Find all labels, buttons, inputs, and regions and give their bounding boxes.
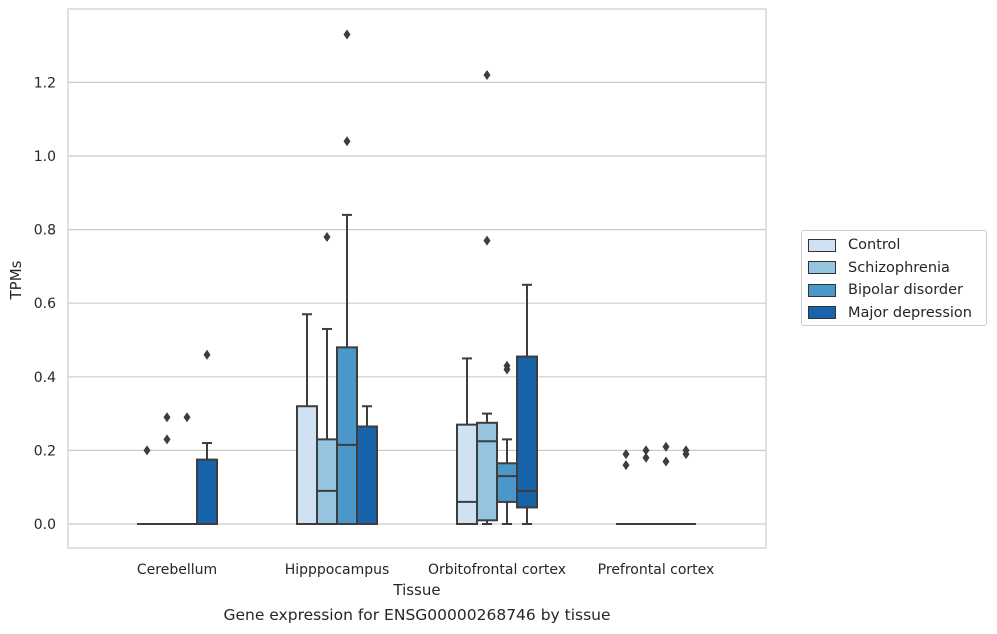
- box-control-0: [137, 445, 157, 525]
- legend: Control Schizophrenia Bipolar disorder Majo…: [801, 230, 987, 326]
- x-axis-label: Tissue: [392, 581, 440, 599]
- outlier-point: [343, 29, 351, 40]
- iqr-box: [336, 346, 358, 525]
- outlier-point: [503, 360, 511, 371]
- outlier-point: [662, 456, 670, 467]
- y-tick-label: 0.8: [34, 223, 56, 239]
- outlier-point: [343, 136, 351, 147]
- legend-label: Bipolar disorder: [848, 282, 963, 298]
- x-tick-label: Orbitofrontal cortex: [428, 562, 566, 578]
- plot-frame: [67, 8, 767, 549]
- y-tick-label: 1.0: [34, 149, 56, 165]
- outlier-point: [323, 231, 331, 242]
- y-tick-labels: 0.0 0.2 0.4 0.6 0.8 1.0 1.2: [34, 75, 56, 533]
- outlier-point: [183, 412, 191, 423]
- iqr-box: [496, 462, 518, 503]
- legend-label: Major depression: [848, 304, 972, 321]
- outlier-point: [622, 460, 630, 471]
- y-axis-label: TPMs: [7, 260, 25, 300]
- outlier-point: [163, 412, 171, 423]
- box-schizophrenia-3: [636, 445, 656, 525]
- iqr-box: [356, 425, 378, 526]
- x-tick-labels: Cerebellum Hipppocampus Orbitofrontal cort…: [137, 562, 714, 578]
- iqr-box: [316, 438, 338, 525]
- box-control-3: [616, 449, 636, 525]
- y-tick-label: 0.0: [34, 517, 56, 533]
- box-bipolar-disorder-1: [336, 29, 358, 525]
- outlier-point: [203, 349, 211, 360]
- outlier-point: [143, 445, 151, 456]
- legend-item: Control: [808, 235, 900, 255]
- box-control-1: [296, 313, 318, 525]
- legend-item: Schizophrenia: [808, 258, 950, 278]
- box-plot-series: [137, 29, 696, 526]
- box-control-2: [456, 357, 478, 526]
- box-schizophrenia-0: [157, 412, 177, 525]
- box-major-depression-1: [356, 405, 378, 526]
- legend-label: Schizophrenia: [848, 259, 950, 276]
- legend-item: Bipolar disorder: [808, 280, 963, 300]
- box-major-depression-0: [196, 349, 218, 526]
- x-tick-label: Cerebellum: [137, 562, 217, 578]
- grid-lines: [68, 81, 766, 525]
- outlier-point: [682, 445, 690, 456]
- figure-caption: Gene expression for ENSG00000268746 by t…: [223, 606, 611, 624]
- y-tick-label: 0.6: [34, 296, 56, 312]
- iqr-box: [196, 458, 218, 526]
- outlier-point: [483, 70, 491, 81]
- y-tick-label: 0.4: [34, 370, 56, 386]
- iqr-box: [516, 355, 538, 509]
- iqr-box: [476, 421, 498, 522]
- x-tick-label: Prefrontal cortex: [598, 562, 715, 578]
- box-schizophrenia-1: [316, 231, 338, 525]
- box-bipolar-disorder-3: [656, 441, 676, 525]
- outlier-point: [483, 235, 491, 246]
- box-major-depression-2: [516, 283, 538, 525]
- legend-label: Control: [848, 237, 901, 253]
- outlier-point: [163, 434, 171, 445]
- legend-item: Major depression: [808, 303, 972, 323]
- iqr-box: [456, 423, 478, 526]
- outlier-point: [662, 441, 670, 452]
- x-tick-label: Hipppocampus: [285, 562, 390, 578]
- outlier-point: [642, 452, 650, 463]
- box-bipolar-disorder-2: [496, 360, 518, 525]
- legend-swatch: [808, 306, 836, 319]
- legend-swatch: [808, 283, 836, 297]
- iqr-box: [296, 405, 318, 525]
- y-tick-label: 1.2: [34, 75, 56, 91]
- legend-swatch: [808, 261, 836, 274]
- outlier-point: [622, 449, 630, 460]
- y-tick-label: 0.2: [34, 443, 56, 459]
- outlier-point: [642, 445, 650, 456]
- legend-swatch: [808, 238, 836, 252]
- box-schizophrenia-2: [476, 70, 498, 525]
- box-major-depression-3: [676, 445, 696, 525]
- box-bipolar-disorder-0: [177, 412, 197, 525]
